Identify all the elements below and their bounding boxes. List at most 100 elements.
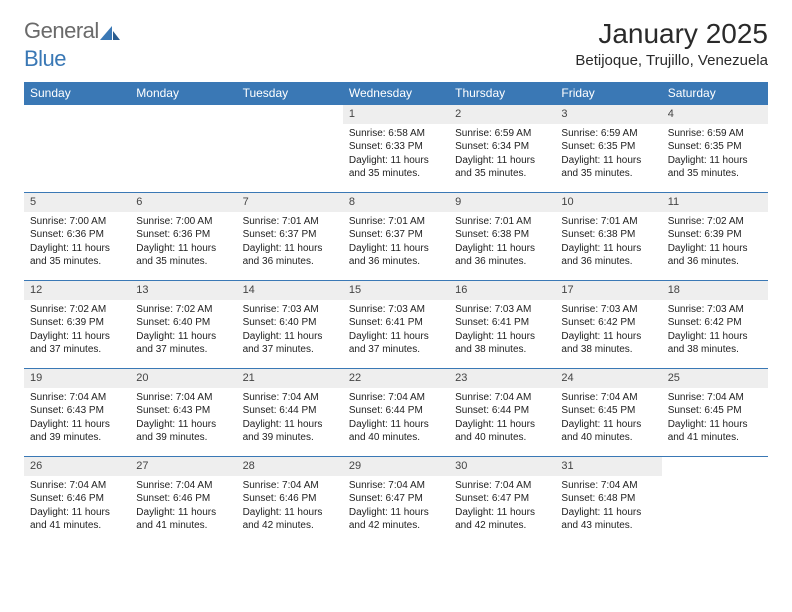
day-number: 7 [237, 193, 343, 212]
day-number: 1 [343, 105, 449, 124]
day-content: Sunrise: 7:01 AMSunset: 6:37 PMDaylight:… [343, 212, 449, 273]
day-number: 20 [130, 369, 236, 388]
day-number: 21 [237, 369, 343, 388]
day-content: Sunrise: 7:01 AMSunset: 6:37 PMDaylight:… [237, 212, 343, 273]
day-content: Sunrise: 7:04 AMSunset: 6:44 PMDaylight:… [343, 388, 449, 449]
day-content: Sunrise: 7:03 AMSunset: 6:41 PMDaylight:… [343, 300, 449, 361]
day-number: 19 [24, 369, 130, 388]
day-content: Sunrise: 7:02 AMSunset: 6:40 PMDaylight:… [130, 300, 236, 361]
day-content: Sunrise: 6:59 AMSunset: 6:34 PMDaylight:… [449, 124, 555, 185]
weekday-header: Wednesday [343, 82, 449, 105]
week-row: 26Sunrise: 7:04 AMSunset: 6:46 PMDayligh… [24, 457, 768, 545]
day-cell: 7Sunrise: 7:01 AMSunset: 6:37 PMDaylight… [237, 193, 343, 281]
day-cell: 31Sunrise: 7:04 AMSunset: 6:48 PMDayligh… [555, 457, 661, 545]
calendar-table: SundayMondayTuesdayWednesdayThursdayFrid… [24, 82, 768, 545]
day-content: Sunrise: 7:01 AMSunset: 6:38 PMDaylight:… [555, 212, 661, 273]
day-cell: 18Sunrise: 7:03 AMSunset: 6:42 PMDayligh… [662, 281, 768, 369]
day-number: 24 [555, 369, 661, 388]
calendar-body: 1Sunrise: 6:58 AMSunset: 6:33 PMDaylight… [24, 105, 768, 545]
day-cell: 23Sunrise: 7:04 AMSunset: 6:44 PMDayligh… [449, 369, 555, 457]
week-row: 5Sunrise: 7:00 AMSunset: 6:36 PMDaylight… [24, 193, 768, 281]
day-number: 30 [449, 457, 555, 476]
blank-cell [662, 457, 768, 545]
day-cell: 2Sunrise: 6:59 AMSunset: 6:34 PMDaylight… [449, 105, 555, 193]
weekday-row: SundayMondayTuesdayWednesdayThursdayFrid… [24, 82, 768, 105]
day-content: Sunrise: 7:04 AMSunset: 6:48 PMDaylight:… [555, 476, 661, 537]
day-number: 2 [449, 105, 555, 124]
day-content: Sunrise: 7:02 AMSunset: 6:39 PMDaylight:… [24, 300, 130, 361]
day-content: Sunrise: 7:04 AMSunset: 6:46 PMDaylight:… [130, 476, 236, 537]
week-row: 19Sunrise: 7:04 AMSunset: 6:43 PMDayligh… [24, 369, 768, 457]
day-content: Sunrise: 7:04 AMSunset: 6:45 PMDaylight:… [555, 388, 661, 449]
day-cell: 30Sunrise: 7:04 AMSunset: 6:47 PMDayligh… [449, 457, 555, 545]
day-content: Sunrise: 7:03 AMSunset: 6:42 PMDaylight:… [662, 300, 768, 361]
day-cell: 10Sunrise: 7:01 AMSunset: 6:38 PMDayligh… [555, 193, 661, 281]
day-content: Sunrise: 7:01 AMSunset: 6:38 PMDaylight:… [449, 212, 555, 273]
day-number: 22 [343, 369, 449, 388]
week-row: 1Sunrise: 6:58 AMSunset: 6:33 PMDaylight… [24, 105, 768, 193]
blank-cell [24, 105, 130, 193]
day-number: 13 [130, 281, 236, 300]
calendar-head: SundayMondayTuesdayWednesdayThursdayFrid… [24, 82, 768, 105]
header: General Blue January 2025 Betijoque, Truj… [24, 18, 768, 72]
day-cell: 15Sunrise: 7:03 AMSunset: 6:41 PMDayligh… [343, 281, 449, 369]
sail-icon [100, 20, 120, 46]
day-content: Sunrise: 7:03 AMSunset: 6:42 PMDaylight:… [555, 300, 661, 361]
day-number: 17 [555, 281, 661, 300]
day-cell: 28Sunrise: 7:04 AMSunset: 6:46 PMDayligh… [237, 457, 343, 545]
location: Betijoque, Trujillo, Venezuela [575, 52, 768, 69]
day-number: 9 [449, 193, 555, 212]
day-number: 18 [662, 281, 768, 300]
brand-part1: General [24, 18, 99, 43]
day-number: 8 [343, 193, 449, 212]
day-number: 15 [343, 281, 449, 300]
day-cell: 16Sunrise: 7:03 AMSunset: 6:41 PMDayligh… [449, 281, 555, 369]
day-number: 3 [555, 105, 661, 124]
day-number: 10 [555, 193, 661, 212]
weekday-header: Tuesday [237, 82, 343, 105]
day-cell: 29Sunrise: 7:04 AMSunset: 6:47 PMDayligh… [343, 457, 449, 545]
day-cell: 27Sunrise: 7:04 AMSunset: 6:46 PMDayligh… [130, 457, 236, 545]
day-cell: 11Sunrise: 7:02 AMSunset: 6:39 PMDayligh… [662, 193, 768, 281]
day-content: Sunrise: 6:59 AMSunset: 6:35 PMDaylight:… [555, 124, 661, 185]
day-number: 4 [662, 105, 768, 124]
title-block: January 2025 Betijoque, Trujillo, Venezu… [575, 18, 768, 69]
weekday-header: Thursday [449, 82, 555, 105]
day-cell: 25Sunrise: 7:04 AMSunset: 6:45 PMDayligh… [662, 369, 768, 457]
day-number: 28 [237, 457, 343, 476]
day-number: 14 [237, 281, 343, 300]
day-cell: 8Sunrise: 7:01 AMSunset: 6:37 PMDaylight… [343, 193, 449, 281]
weekday-header: Friday [555, 82, 661, 105]
day-cell: 14Sunrise: 7:03 AMSunset: 6:40 PMDayligh… [237, 281, 343, 369]
day-cell: 22Sunrise: 7:04 AMSunset: 6:44 PMDayligh… [343, 369, 449, 457]
day-number: 12 [24, 281, 130, 300]
brand-part2: Blue [24, 46, 66, 71]
day-number: 6 [130, 193, 236, 212]
day-content: Sunrise: 7:04 AMSunset: 6:43 PMDaylight:… [24, 388, 130, 449]
day-content: Sunrise: 6:58 AMSunset: 6:33 PMDaylight:… [343, 124, 449, 185]
day-content: Sunrise: 7:03 AMSunset: 6:40 PMDaylight:… [237, 300, 343, 361]
day-content: Sunrise: 7:00 AMSunset: 6:36 PMDaylight:… [24, 212, 130, 273]
day-content: Sunrise: 7:04 AMSunset: 6:44 PMDaylight:… [449, 388, 555, 449]
day-number: 5 [24, 193, 130, 212]
weekday-header: Saturday [662, 82, 768, 105]
day-number: 11 [662, 193, 768, 212]
day-number: 16 [449, 281, 555, 300]
day-cell: 6Sunrise: 7:00 AMSunset: 6:36 PMDaylight… [130, 193, 236, 281]
day-cell: 13Sunrise: 7:02 AMSunset: 6:40 PMDayligh… [130, 281, 236, 369]
day-cell: 19Sunrise: 7:04 AMSunset: 6:43 PMDayligh… [24, 369, 130, 457]
day-cell: 26Sunrise: 7:04 AMSunset: 6:46 PMDayligh… [24, 457, 130, 545]
weekday-header: Monday [130, 82, 236, 105]
day-content: Sunrise: 7:04 AMSunset: 6:44 PMDaylight:… [237, 388, 343, 449]
day-content: Sunrise: 7:04 AMSunset: 6:43 PMDaylight:… [130, 388, 236, 449]
day-content: Sunrise: 7:04 AMSunset: 6:45 PMDaylight:… [662, 388, 768, 449]
day-content: Sunrise: 7:04 AMSunset: 6:47 PMDaylight:… [449, 476, 555, 537]
day-number: 25 [662, 369, 768, 388]
day-cell: 3Sunrise: 6:59 AMSunset: 6:35 PMDaylight… [555, 105, 661, 193]
weekday-header: Sunday [24, 82, 130, 105]
day-cell: 20Sunrise: 7:04 AMSunset: 6:43 PMDayligh… [130, 369, 236, 457]
day-number: 26 [24, 457, 130, 476]
day-number: 29 [343, 457, 449, 476]
day-content: Sunrise: 7:03 AMSunset: 6:41 PMDaylight:… [449, 300, 555, 361]
month-title: January 2025 [575, 18, 768, 50]
